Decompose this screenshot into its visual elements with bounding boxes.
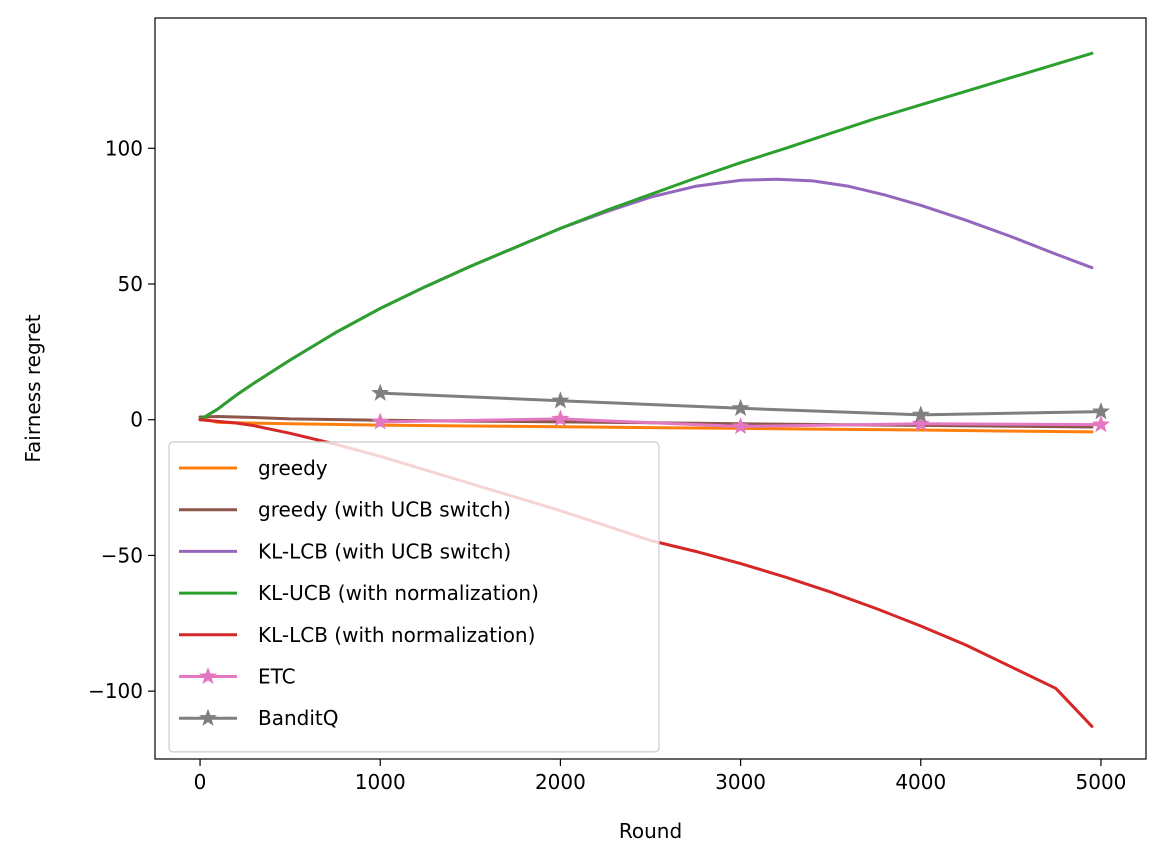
x-tick-label: 2000 [535, 770, 586, 794]
legend-box [168, 441, 660, 753]
series-5 [371, 409, 1110, 435]
legend-item: ETC [179, 665, 296, 689]
x-tick-label: 5000 [1076, 770, 1127, 794]
legend-item: greedy (with UCB switch) [179, 498, 511, 522]
legend-marker [199, 667, 217, 685]
plot-lines [198, 51, 1110, 728]
x-tick-label: 1000 [355, 770, 406, 794]
data-point-5-2 [731, 417, 750, 435]
series-line-3 [198, 51, 1094, 422]
legend-label: BanditQ [258, 706, 339, 730]
data-point-5-1 [551, 409, 570, 427]
legend-label: greedy (with UCB switch) [258, 498, 511, 522]
legend-item: KL-UCB (with normalization) [179, 581, 539, 605]
y-tick-label: −100 [88, 679, 143, 703]
series-3 [198, 51, 1094, 422]
legend-item: KL-LCB (with UCB switch) [179, 539, 511, 563]
y-tick-label: 100 [105, 136, 143, 160]
x-tick-label: 0 [194, 770, 207, 794]
x-tick-label: 3000 [715, 770, 766, 794]
legend-label: KL-UCB (with normalization) [258, 581, 539, 605]
legend-label: KL-LCB (with normalization) [258, 623, 535, 647]
data-point-6-1 [551, 391, 570, 409]
legend-item: KL-LCB (with normalization) [179, 623, 535, 647]
legend-label: greedy [258, 456, 328, 480]
legend-label: KL-LCB (with UCB switch) [258, 539, 511, 563]
y-tick-label: 0 [130, 408, 143, 432]
data-point-6-2 [731, 398, 750, 416]
axes-frame [154, 17, 1147, 760]
y-tick-label: 50 [118, 272, 143, 296]
data-point-6-0 [371, 383, 390, 401]
series-line-0 [198, 416, 1094, 434]
data-point-6-3 [911, 405, 930, 423]
series-6 [371, 383, 1110, 423]
data-point-5-0 [371, 412, 390, 430]
data-point-6-4 [1091, 402, 1110, 420]
x-tick-label: 4000 [895, 770, 946, 794]
y-axis-label: Fairness regret [21, 314, 45, 462]
legend-label: ETC [258, 665, 296, 689]
legend-item: greedy [179, 456, 328, 480]
x-axis-label: Round [619, 819, 682, 843]
legend-item: BanditQ [179, 706, 339, 730]
series-0 [198, 416, 1094, 434]
data-point-5-4 [1091, 415, 1110, 433]
data-point-5-3 [911, 414, 930, 432]
legend: greedy greedy (with UCB switch) KL-LCB (wi… [168, 441, 660, 753]
y-tick-label: −50 [101, 543, 143, 567]
legend-marker [199, 708, 217, 726]
x-axis-ticks: 0 1000 2000 3000 4000 5000 [194, 759, 1127, 794]
y-axis-ticks: −100 −50 0 50 100 [88, 136, 155, 703]
